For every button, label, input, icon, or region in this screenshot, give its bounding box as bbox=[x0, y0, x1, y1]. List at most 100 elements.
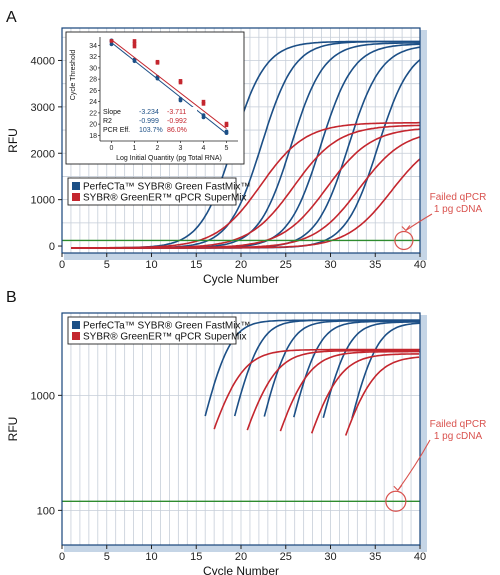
inset-series-2 bbox=[109, 39, 229, 130]
inset-data-point bbox=[132, 41, 137, 46]
x-tick-label: 5 bbox=[104, 551, 110, 563]
inset-data-point bbox=[201, 102, 206, 106]
inset-data-point bbox=[132, 44, 137, 49]
x-tick-label: 10 bbox=[145, 259, 157, 271]
chart-panel-a: A0 5 10 15 20 25 30 35 4001000200030004000Cycle … bbox=[6, 9, 486, 286]
amplification-curve bbox=[293, 320, 420, 418]
x-tick-label: 35 bbox=[369, 551, 381, 563]
x-axis-title: Cycle Number bbox=[203, 564, 279, 575]
inset-y-tick-label: 28 bbox=[89, 77, 97, 84]
amplification-curve bbox=[246, 349, 420, 431]
x-tick-label: 20 bbox=[235, 259, 247, 271]
inset-y-tick-label: 18 bbox=[89, 133, 97, 140]
legend-label: PerfeCTa™ SYBR® Green FastMix™ bbox=[83, 321, 250, 332]
x-tick-label: 0 bbox=[59, 551, 65, 563]
inset-y-tick-label: 34 bbox=[89, 43, 97, 50]
inset-x-tick-label: 5 bbox=[225, 145, 229, 152]
inset-data-point bbox=[155, 59, 160, 64]
x-tick-label: 40 bbox=[414, 551, 426, 563]
amplification-curve bbox=[322, 321, 420, 419]
x-tick-label: 35 bbox=[369, 259, 381, 271]
legend-box bbox=[67, 316, 237, 345]
stats-value-series1: -3.234 bbox=[139, 109, 159, 116]
inset-data-point bbox=[201, 99, 206, 104]
stats-value-series1: 103.7% bbox=[139, 127, 163, 134]
stats-row-label: Slope bbox=[103, 109, 121, 116]
series-2 bbox=[213, 348, 420, 436]
inset-y-title: Cycle Threshold bbox=[70, 50, 77, 101]
inset-data-point bbox=[224, 129, 229, 134]
y-tick-label: 3000 bbox=[31, 102, 55, 114]
inset-data-point bbox=[201, 113, 206, 118]
x-tick-label: 30 bbox=[324, 259, 336, 271]
x-tick-label: 40 bbox=[414, 259, 426, 271]
x-tick-label: 15 bbox=[190, 551, 202, 563]
legend-swatch bbox=[72, 332, 80, 340]
inset-data-point bbox=[109, 42, 114, 47]
inset-x-tick-label: 1 bbox=[133, 145, 137, 152]
y-tick-label: 0 bbox=[49, 241, 55, 253]
stats-value-series1: -0.999 bbox=[139, 118, 159, 125]
amplification-curve bbox=[71, 158, 421, 249]
y-axis-title: RFU bbox=[6, 128, 20, 153]
x-axis-title: Cycle Number bbox=[203, 272, 279, 286]
legend-label: SYBR® GreenER™ qPCR SuperMix bbox=[83, 332, 247, 343]
inset-x-tick-label: 0 bbox=[110, 145, 114, 152]
inset-y-tick-label: 22 bbox=[89, 110, 97, 117]
inset-data-point bbox=[224, 121, 229, 126]
inset-x-tick-label: 4 bbox=[202, 145, 206, 152]
inset-fit-line bbox=[111, 42, 227, 135]
legend-label: SYBR® GreenER™ qPCR SuperMix bbox=[83, 193, 247, 204]
annotation-line: Failed qPCR bbox=[430, 419, 487, 430]
inset-x-title: Log Initial Quantity (pg Total RNA) bbox=[116, 155, 222, 162]
chart-panel-b: B 0 5 10 15 20 25 30 35 40 100 1000 Cycle Number RFU P… bbox=[6, 289, 486, 575]
annotation-circle bbox=[385, 490, 407, 512]
y-tick-label: 1000 bbox=[31, 195, 55, 207]
inset-data-point bbox=[178, 96, 183, 101]
legend-swatch bbox=[72, 182, 80, 190]
annotation-line: 1 pg cDNA bbox=[434, 204, 483, 215]
inset-y-tick-label: 24 bbox=[89, 99, 97, 106]
annotation-circle bbox=[394, 230, 414, 251]
inset-data-point bbox=[178, 79, 183, 83]
stats-row-label: R2 bbox=[103, 118, 112, 125]
stats-value-series2: -3.711 bbox=[167, 109, 186, 116]
series-1 bbox=[204, 319, 421, 419]
inset-data-point bbox=[109, 39, 114, 43]
amplification-curve bbox=[310, 353, 420, 434]
amplification-curve bbox=[213, 348, 420, 430]
annotation-arrowhead bbox=[401, 225, 411, 232]
y-tick-label: 4000 bbox=[31, 55, 55, 67]
inset-stats-table: Slope -3.234 -3.711 R2 -0.999 -0.992 PCR Eff. 1… bbox=[101, 107, 197, 136]
stats-value-series2: 86.0% bbox=[167, 127, 187, 134]
x-tick-label: 5 bbox=[104, 259, 110, 271]
legend-swatch bbox=[72, 321, 80, 329]
series-2 bbox=[71, 121, 421, 249]
x-tick-label: 15 bbox=[190, 259, 202, 271]
inset-x-tick-label: 2 bbox=[156, 145, 160, 152]
inset-y-tick-label: 26 bbox=[89, 88, 97, 95]
x-tick-label: 0 bbox=[59, 259, 65, 271]
amplification-curve bbox=[279, 350, 420, 432]
x-tick-label: 25 bbox=[280, 259, 292, 271]
stats-row-label: PCR Eff. bbox=[103, 127, 130, 134]
panel-letter: A bbox=[6, 9, 17, 26]
inset-y-tick-label: 20 bbox=[89, 122, 97, 129]
legend-label: PerfeCTa™ SYBR® Green FastMix™ bbox=[83, 182, 250, 193]
annotation-line: Failed qPCR bbox=[430, 192, 487, 203]
inset-data-point bbox=[132, 39, 137, 43]
legend-box bbox=[67, 177, 237, 206]
inset-box bbox=[65, 31, 245, 165]
grid-lines bbox=[62, 313, 420, 545]
x-tick-label: 25 bbox=[280, 551, 292, 563]
inset-x-tick-label: 3 bbox=[179, 145, 183, 152]
annotation-line: 1 pg cDNA bbox=[434, 431, 483, 442]
stats-value-series2: -0.992 bbox=[167, 118, 187, 125]
x-tick-label: 10 bbox=[145, 551, 157, 563]
y-tick-label: 100 bbox=[37, 505, 55, 517]
panel-letter: B bbox=[6, 289, 17, 306]
